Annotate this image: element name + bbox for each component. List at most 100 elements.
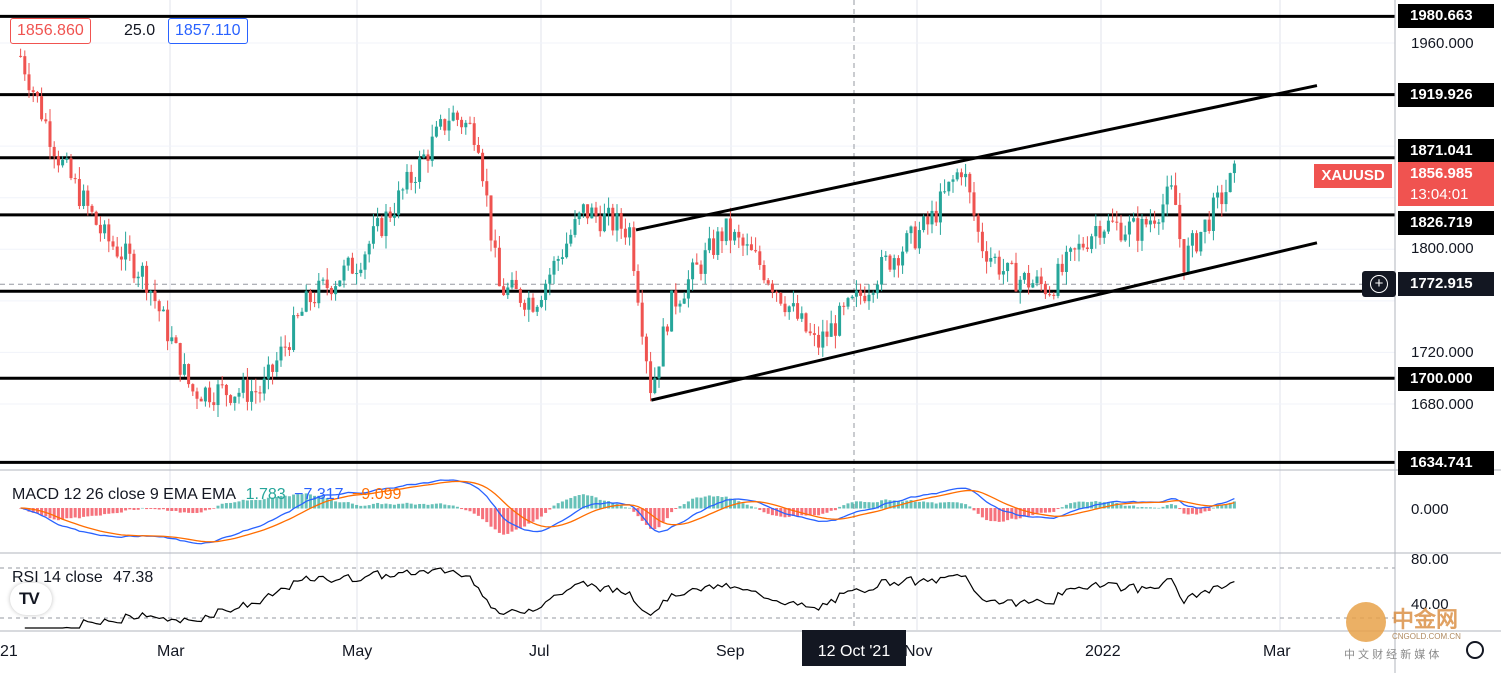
macd-histogram-bar	[439, 503, 443, 509]
candle-body	[237, 392, 241, 397]
candle-body	[94, 211, 98, 225]
candle-body	[161, 309, 165, 312]
macd-histogram-bar	[1098, 501, 1102, 509]
macd-histogram-bar	[951, 502, 955, 509]
macd-histogram-bar	[1148, 507, 1152, 509]
macd-histogram-bar	[980, 508, 984, 518]
candle-body	[115, 246, 119, 257]
candle-body	[40, 96, 44, 120]
macd-histogram-bar	[607, 501, 611, 509]
symbol-price-value: 1856.985	[1398, 162, 1494, 186]
x-label-2022: 2022	[1085, 643, 1121, 660]
scale-label-1720: 1720.000	[1411, 344, 1474, 361]
candle-body	[1207, 219, 1211, 232]
crosshair-add-button[interactable]: +	[1362, 271, 1396, 297]
candle-body	[1224, 192, 1228, 205]
macd-histogram-bar	[964, 504, 968, 509]
macd-pane	[19, 479, 1236, 545]
macd-histogram-bar	[632, 508, 636, 512]
macd-histogram-bar	[590, 495, 594, 509]
candle-body	[758, 251, 762, 266]
macd-histogram-bar	[1022, 508, 1026, 517]
macd-histogram-bar	[531, 508, 535, 522]
macd-histogram-bar	[548, 508, 552, 510]
candle-body	[556, 259, 560, 261]
candle-body	[720, 231, 724, 242]
candle-body	[325, 279, 329, 289]
macd-histogram-bar	[94, 508, 98, 516]
macd-histogram-bar	[262, 499, 266, 509]
ask-price-box[interactable]: 1857.110	[168, 18, 248, 44]
bar-countdown: 13:04:01	[1398, 184, 1494, 206]
candle-body	[699, 264, 703, 274]
candle-body	[691, 262, 695, 280]
candle-body	[947, 181, 951, 192]
macd-histogram-bar	[157, 508, 161, 510]
candle-body	[460, 119, 464, 128]
candle-body	[741, 237, 745, 246]
candle-body	[926, 216, 930, 225]
macd-histogram-bar	[770, 508, 774, 516]
grid	[0, 0, 1395, 630]
macd-histogram-bar	[720, 497, 724, 509]
bid-price-box[interactable]: 1856.860	[10, 18, 91, 44]
candle-body	[174, 337, 178, 344]
candle-body	[220, 384, 224, 386]
plus-circle-icon: +	[1370, 275, 1388, 293]
candle-body	[833, 323, 837, 336]
candle-body	[430, 136, 434, 161]
candle-body	[514, 279, 518, 290]
candle-body	[1228, 173, 1232, 193]
macd-histogram-bar	[552, 505, 556, 509]
macd-histogram-bar	[661, 508, 665, 522]
symbol-price-tag[interactable]: XAUUSD 1856.985 13:04:01	[1314, 162, 1494, 206]
macd-histogram-bar	[136, 508, 140, 510]
settings-gear-icon[interactable]	[1466, 641, 1484, 659]
macd-histogram-bar	[451, 505, 455, 509]
tradingview-logo[interactable]: TV	[10, 583, 52, 615]
macd-histogram-bar	[254, 499, 258, 509]
macd-histogram-bar	[556, 503, 560, 509]
macd-histogram-bar	[355, 504, 359, 509]
macd-histogram-bar	[271, 497, 275, 509]
candle-body	[363, 254, 367, 270]
candle-body	[838, 305, 842, 336]
macd-histogram-bar	[258, 500, 262, 509]
macd-histogram-bar	[569, 497, 573, 509]
candle-body	[1174, 185, 1178, 205]
macd-histogram-bar	[791, 508, 795, 516]
macd-histogram-bar	[237, 501, 241, 509]
macd-histogram-bar	[678, 506, 682, 509]
candle-body	[821, 331, 825, 348]
macd-histogram-bar	[401, 503, 405, 509]
macd-histogram-bar	[825, 508, 829, 513]
macd-histogram-bar	[842, 505, 846, 509]
candle-body	[489, 195, 493, 241]
macd-histogram-bar	[695, 497, 699, 509]
candle-body	[863, 295, 867, 302]
macd-histogram-bar	[989, 508, 993, 522]
macd-histogram-bar	[241, 499, 245, 509]
candle-body	[1069, 248, 1073, 252]
macd-histogram-bar	[380, 504, 384, 509]
candle-body	[892, 258, 896, 270]
candle-body	[73, 178, 77, 180]
macd-histogram-bar	[888, 500, 892, 509]
level-label-1700: 1700.000	[1398, 367, 1494, 391]
candle-body	[451, 112, 455, 121]
macd-histogram-bar	[107, 508, 111, 514]
candle-body	[1073, 248, 1077, 250]
spread-label: 25.0	[124, 22, 156, 39]
macd-histogram-bar	[329, 500, 333, 509]
candle-body	[380, 218, 384, 237]
candle-body	[23, 56, 27, 75]
rsi-legend[interactable]: RSI 14 close 47.38	[12, 569, 153, 587]
macd-histogram-bar	[854, 501, 858, 509]
candle-body	[922, 216, 926, 231]
macd-legend[interactable]: MACD 12 26 close 9 EMA EMA 1.783 −7.317 …	[12, 486, 401, 504]
candle-body	[917, 230, 921, 249]
candle-body	[111, 241, 115, 247]
macd-histogram-bar	[405, 502, 409, 509]
